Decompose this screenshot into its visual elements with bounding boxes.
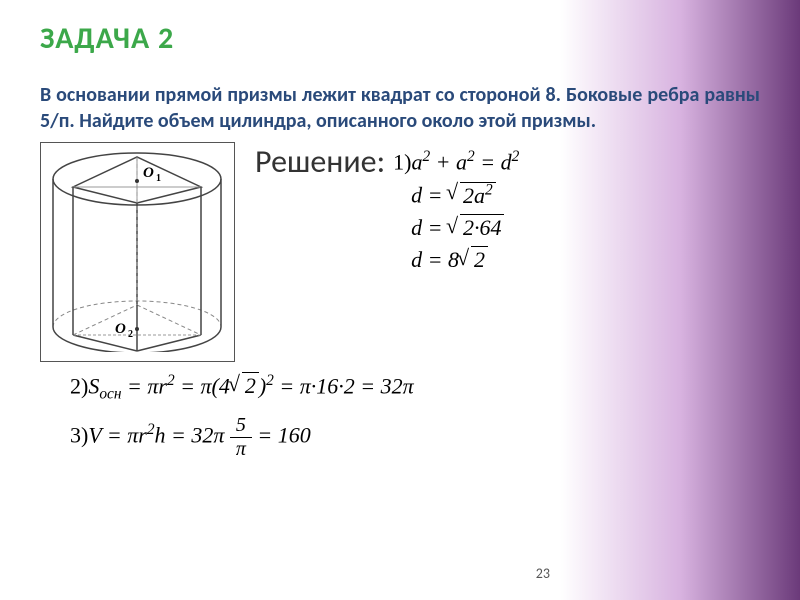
step1-block: 1)a2 + a2 = d2 d = 2a2 d = 2·64 d = 82 bbox=[393, 142, 519, 279]
svg-text:1: 1 bbox=[156, 173, 161, 184]
solution-label: Решение: bbox=[255, 142, 385, 181]
svg-text:2: 2 bbox=[128, 329, 133, 340]
formula-4: d = 82 bbox=[411, 247, 519, 273]
problem-statement: В основании прямой призмы лежит квадрат … bbox=[40, 82, 760, 134]
formula-1: 1)a2 + a2 = d2 bbox=[393, 148, 519, 175]
step3-num: 3) bbox=[70, 422, 88, 447]
svg-text:O: O bbox=[143, 165, 154, 181]
prism-diagram: O 1 O 2 bbox=[40, 142, 235, 362]
formula-step2: 2)Sосн = πr2 = π(42)2 = π·16·2 = 32π bbox=[70, 372, 760, 404]
lower-steps: 2)Sосн = πr2 = π(42)2 = π·16·2 = 32π 3)V… bbox=[40, 372, 760, 461]
formula-2: d = 2a2 bbox=[411, 181, 519, 208]
svg-text:O: O bbox=[115, 321, 126, 337]
content-area: O 1 O 2 Решение: 1)a2 + a2 = d2 d = 2a2 … bbox=[40, 142, 760, 362]
slide: ЗАДАЧА 2 В основании прямой призмы лежит… bbox=[0, 0, 800, 600]
page-number: 23 bbox=[536, 565, 550, 582]
fraction: 5π bbox=[230, 414, 252, 461]
cylinder-prism-svg: O 1 O 2 bbox=[45, 147, 230, 352]
formula-step3: 3)V = πr2h = 32π 5π = 160 bbox=[70, 414, 760, 461]
slide-title: ЗАДАЧА 2 bbox=[40, 20, 760, 57]
formula-3: d = 2·64 bbox=[411, 215, 519, 241]
solution-area: Решение: 1)a2 + a2 = d2 d = 2a2 d = 2·64… bbox=[255, 142, 760, 279]
step2-num: 2) bbox=[70, 373, 88, 398]
step1-num: 1) bbox=[393, 149, 411, 174]
